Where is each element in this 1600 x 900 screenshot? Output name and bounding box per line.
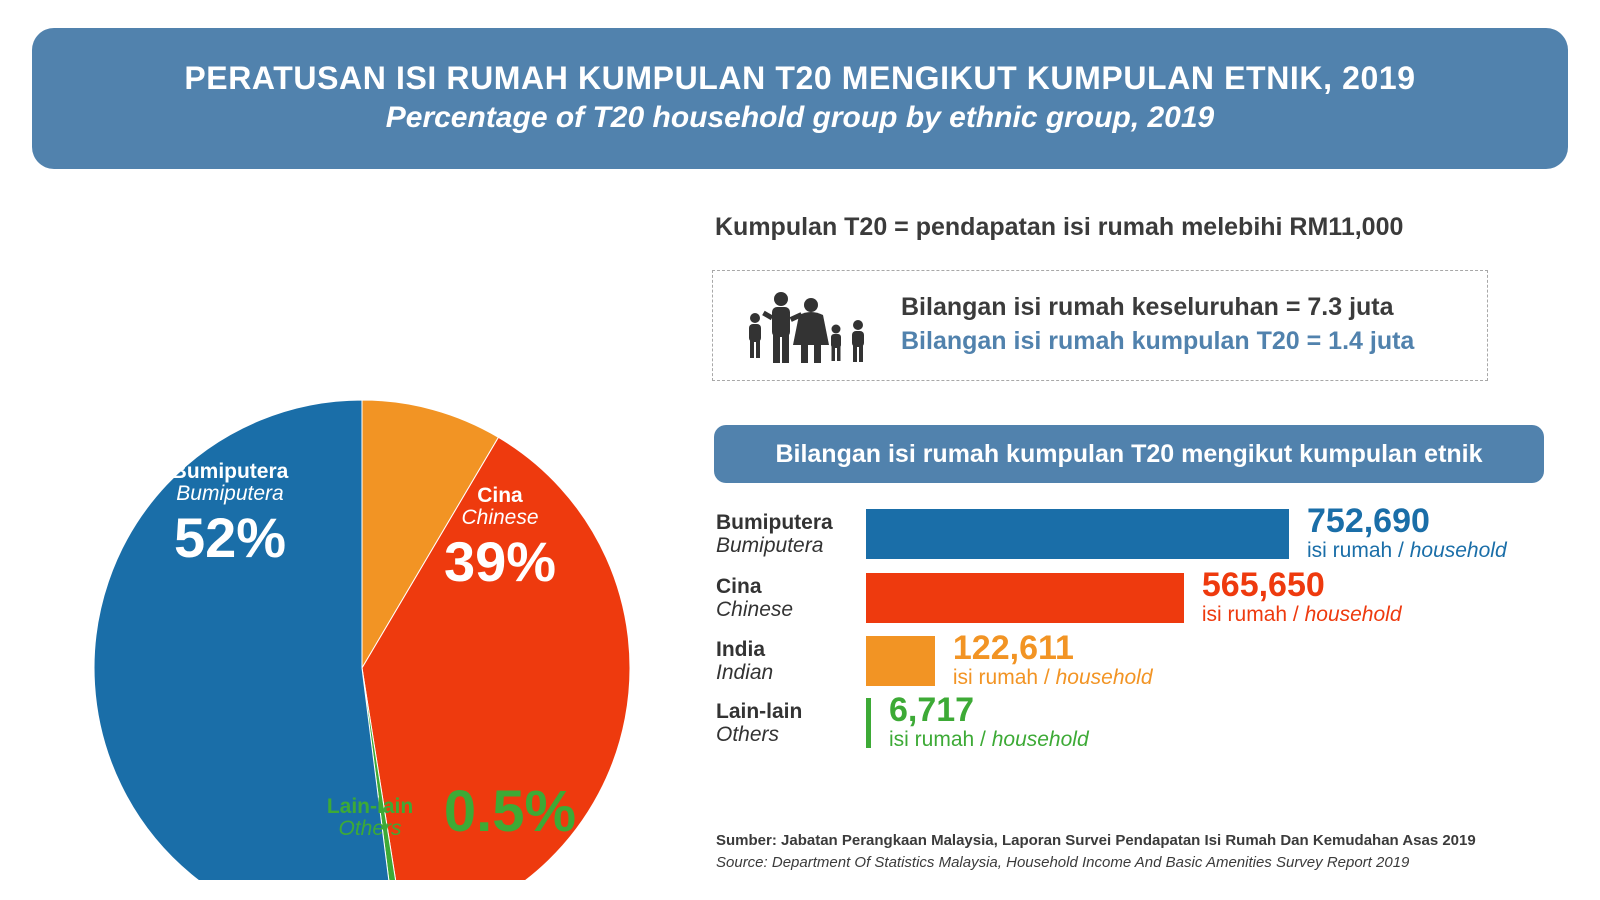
bar-value: 122,611 isi rumah / household <box>953 631 1153 688</box>
pie-label-name: Bumiputera <box>171 460 289 483</box>
bar-value-unit: isi rumah / household <box>1307 540 1507 561</box>
bar-category-name: Lain-lain <box>716 700 803 723</box>
bar-value-number: 752,690 <box>1307 502 1430 540</box>
unit-en: household <box>1304 603 1402 626</box>
pie-label-bumiputera: Bumiputera Bumiputera 52% <box>140 460 320 570</box>
bar-value: 565,650 isi rumah / household <box>1202 568 1402 625</box>
bar-category-en: Indian <box>716 661 774 685</box>
bar <box>866 573 1184 623</box>
pie-label-percent: 39% <box>443 530 557 594</box>
unit-ms: isi rumah <box>952 666 1039 689</box>
bar <box>866 509 1289 559</box>
pie-slice-cina <box>361 436 631 880</box>
bar-row-lain: Lain-lain Others 6,717 isi rumah / house… <box>716 693 1576 758</box>
bar-category-en: Bumiputera <box>716 534 824 558</box>
pie-label-lain-percent-wrap: 0.5% <box>430 778 590 843</box>
bar-value: 752,690 isi rumah / household <box>1307 504 1507 561</box>
pie-label-name: India <box>395 256 445 279</box>
source-en: Source: Department Of Statistics Malaysi… <box>716 853 1410 871</box>
pie-label-en: Bumiputera <box>176 482 284 506</box>
t20-definition: Kumpulan T20 = pendapatan isi rumah mele… <box>715 213 1404 241</box>
unit-sep: / <box>1038 666 1056 689</box>
bar-category-label: Cina Chinese <box>716 575 793 621</box>
bar-value-unit: isi rumah / household <box>889 729 1089 750</box>
pie-label-percent: 0.5% <box>443 779 577 844</box>
chart-title: PERATUSAN ISI RUMAH KUMPULAN T20 MENGIKU… <box>184 60 1416 96</box>
bar-value: 6,717 isi rumah / household <box>889 693 1089 750</box>
bar <box>866 636 935 686</box>
bar-row-india: India Indian 122,611 isi rumah / househo… <box>716 631 1576 696</box>
pie-label-name: Cina <box>477 484 523 507</box>
source-note: Sumber: Jabatan Perangkaan Malaysia, Lap… <box>716 830 1476 874</box>
bar-category-en: Others <box>716 723 780 747</box>
family-icon <box>749 292 864 363</box>
bar-value-number: 122,611 <box>952 629 1074 667</box>
bar-value-number: 6,717 <box>889 691 975 729</box>
unit-sep: / <box>1287 603 1305 626</box>
unit-ms: isi rumah <box>1307 539 1393 562</box>
bar-value-number: 565,650 <box>1201 566 1325 604</box>
pie-label-percent: 8.5% <box>356 302 484 366</box>
bar-category-en: Chinese <box>716 598 794 622</box>
bar-value-unit: isi rumah / household <box>953 667 1153 688</box>
household-info-box: Bilangan isi rumah keseluruhan = 7.3 jut… <box>712 270 1488 381</box>
chart-subtitle: Percentage of T20 household group by eth… <box>385 101 1215 134</box>
unit-en: household <box>991 728 1089 751</box>
unit-en: household <box>1055 666 1153 689</box>
bar-category-label: Bumiputera Bumiputera <box>716 511 833 557</box>
bar-category-name: India <box>716 638 766 661</box>
bar-section-title: Bilangan isi rumah kumpulan T20 mengikut… <box>714 425 1544 483</box>
unit-en: household <box>1409 539 1507 562</box>
pie-slice-lain-lain <box>361 667 397 880</box>
unit-sep: / <box>974 728 992 751</box>
pie-slice-india <box>361 399 500 670</box>
bar-category-label: India Indian <box>716 638 773 684</box>
unit-ms: isi rumah <box>889 728 975 751</box>
bar-category-name: Cina <box>716 575 762 598</box>
unit-sep: / <box>1392 539 1410 562</box>
bar <box>866 698 871 748</box>
bar-row-bumiputera: Bumiputera Bumiputera 752,690 isi rumah … <box>716 504 1576 569</box>
bar-category-label: Lain-lain Others <box>716 700 802 746</box>
pie-label-india: India Indian 8.5% <box>340 256 500 366</box>
pie-slice-bumiputera <box>93 399 390 880</box>
pie-label-cina: Cina Chinese 39% <box>410 484 590 594</box>
t20-households-text: Bilangan isi rumah kumpulan T20 = 1.4 ju… <box>901 327 1415 355</box>
pie-label-percent: 52% <box>173 506 287 570</box>
title-banner: PERATUSAN ISI RUMAH KUMPULAN T20 MENGIKU… <box>32 28 1568 169</box>
pie-label-en: Others <box>338 817 402 841</box>
pie-label-lain: Lain-lain Others <box>320 795 420 841</box>
bar-category-name: Bumiputera <box>716 511 833 534</box>
total-households-text: Bilangan isi rumah keseluruhan = 7.3 jut… <box>901 293 1394 321</box>
bar-row-cina: Cina Chinese 565,650 isi rumah / househo… <box>716 568 1576 633</box>
source-ms: Sumber: Jabatan Perangkaan Malaysia, Lap… <box>716 832 1476 849</box>
bar-value-unit: isi rumah / household <box>1202 604 1402 625</box>
pie-label-en: Chinese <box>461 506 539 530</box>
unit-ms: isi rumah <box>1201 603 1288 626</box>
pie-label-name: Lain-lain <box>326 795 414 818</box>
pie-chart <box>93 399 631 880</box>
pie-label-en: Indian <box>391 278 449 302</box>
